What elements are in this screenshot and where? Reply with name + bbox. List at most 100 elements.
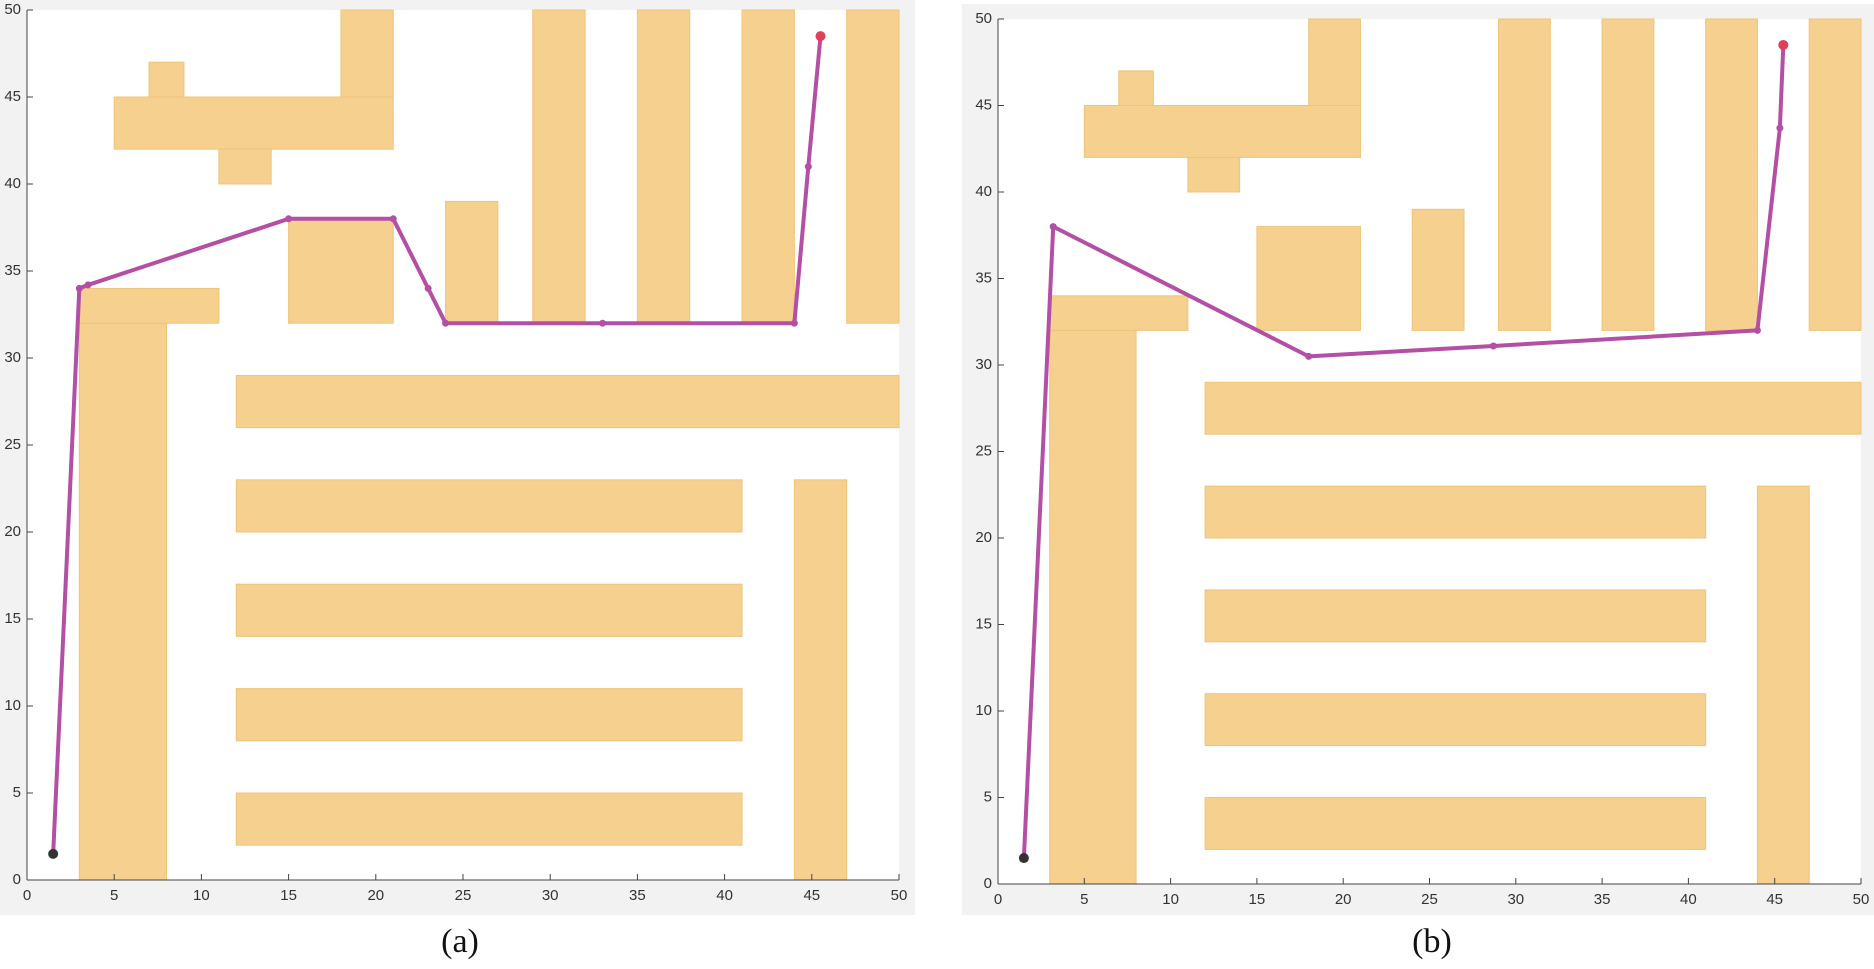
- x-tick-label: 40: [1680, 891, 1697, 908]
- x-tick-label: 30: [542, 887, 559, 904]
- obstacle: [1601, 18, 1655, 331]
- waypoint: [389, 215, 397, 223]
- caption: (b): [1412, 923, 1452, 960]
- obstacle: [1411, 208, 1465, 331]
- obstacle: [846, 9, 900, 324]
- obstacle: [1187, 156, 1241, 193]
- y-tick-label: 10: [975, 702, 992, 719]
- waypoint: [804, 163, 812, 171]
- obstacle: [1808, 18, 1862, 331]
- x-tick-label: 15: [280, 887, 297, 904]
- x-tick-label: 35: [629, 887, 646, 904]
- obstacle: [235, 688, 743, 742]
- obstacle: [235, 792, 743, 846]
- obstacle: [793, 479, 848, 881]
- obstacle: [1705, 18, 1758, 331]
- y-tick-label: 25: [975, 442, 992, 459]
- goal-point: [1778, 39, 1789, 50]
- x-tick-label: 50: [1853, 891, 1870, 908]
- obstacle: [1256, 226, 1361, 331]
- waypoint: [790, 319, 798, 327]
- y-tick-label: 0: [984, 875, 992, 892]
- obstacle: [1083, 105, 1361, 158]
- obstacle: [1756, 485, 1810, 885]
- x-tick-label: 0: [23, 887, 31, 904]
- y-tick-label: 35: [975, 269, 992, 286]
- x-tick-label: 35: [1594, 891, 1611, 908]
- obstacle: [78, 287, 220, 324]
- x-tick-label: 25: [1421, 891, 1438, 908]
- y-tick-label: 50: [4, 1, 21, 18]
- obstacle: [78, 322, 168, 881]
- obstacle: [1204, 485, 1707, 539]
- waypoint: [424, 284, 432, 292]
- obstacle: [235, 479, 743, 533]
- caption: (a): [441, 923, 479, 960]
- x-tick-label: 10: [1162, 891, 1179, 908]
- waypoint: [442, 319, 450, 327]
- waypoint: [1776, 124, 1784, 132]
- x-tick-label: 10: [193, 887, 210, 904]
- obstacle: [1204, 693, 1707, 747]
- x-tick-label: 45: [1766, 891, 1783, 908]
- y-tick-label: 20: [4, 523, 21, 540]
- y-tick-label: 5: [13, 784, 21, 801]
- y-tick-label: 20: [975, 529, 992, 546]
- obstacle: [288, 218, 394, 324]
- start-point: [48, 848, 59, 859]
- obstacle: [340, 9, 394, 98]
- start-point: [1018, 853, 1029, 864]
- waypoint: [599, 319, 607, 327]
- obstacle: [532, 9, 586, 324]
- x-tick-label: 30: [1507, 891, 1524, 908]
- y-tick-label: 40: [4, 175, 21, 192]
- x-tick-label: 20: [367, 887, 384, 904]
- obstacle: [1049, 329, 1137, 885]
- x-tick-label: 0: [994, 891, 1002, 908]
- x-tick-label: 25: [455, 887, 472, 904]
- obstacle: [148, 61, 185, 98]
- x-tick-label: 20: [1335, 891, 1352, 908]
- y-tick-label: 0: [13, 871, 21, 888]
- y-tick-label: 15: [975, 615, 992, 632]
- y-tick-label: 25: [4, 436, 21, 453]
- obstacle: [1049, 295, 1189, 331]
- waypoint: [1489, 342, 1497, 350]
- waypoint: [1049, 223, 1057, 231]
- waypoint: [1753, 326, 1761, 334]
- y-tick-label: 30: [4, 349, 21, 366]
- y-tick-label: 15: [4, 610, 21, 627]
- obstacle: [235, 374, 900, 429]
- obstacle: [636, 9, 691, 324]
- y-tick-label: 40: [975, 183, 992, 200]
- x-tick-label: 5: [1080, 891, 1088, 908]
- x-tick-label: 5: [110, 887, 118, 904]
- x-tick-label: 50: [891, 887, 908, 904]
- y-tick-label: 10: [4, 697, 21, 714]
- obstacle: [445, 200, 499, 324]
- y-tick-label: 45: [4, 88, 21, 105]
- obstacle: [113, 96, 394, 150]
- y-tick-label: 50: [975, 10, 992, 27]
- x-tick-label: 45: [803, 887, 820, 904]
- goal-point: [815, 31, 826, 42]
- waypoint: [285, 215, 293, 223]
- obstacle: [1498, 18, 1551, 331]
- obstacle: [1204, 797, 1707, 850]
- obstacle: [1118, 70, 1154, 106]
- y-tick-label: 35: [4, 262, 21, 279]
- x-tick-label: 40: [716, 887, 733, 904]
- obstacle: [1308, 18, 1361, 106]
- y-tick-label: 45: [975, 96, 992, 113]
- waypoint: [1305, 352, 1313, 360]
- obstacle: [741, 9, 795, 324]
- y-tick-label: 5: [984, 788, 992, 805]
- waypoint: [75, 284, 83, 292]
- obstacle: [1204, 381, 1862, 435]
- obstacle: [235, 583, 743, 637]
- obstacle: [218, 148, 272, 185]
- obstacle: [1204, 589, 1707, 643]
- waypoint: [84, 281, 92, 289]
